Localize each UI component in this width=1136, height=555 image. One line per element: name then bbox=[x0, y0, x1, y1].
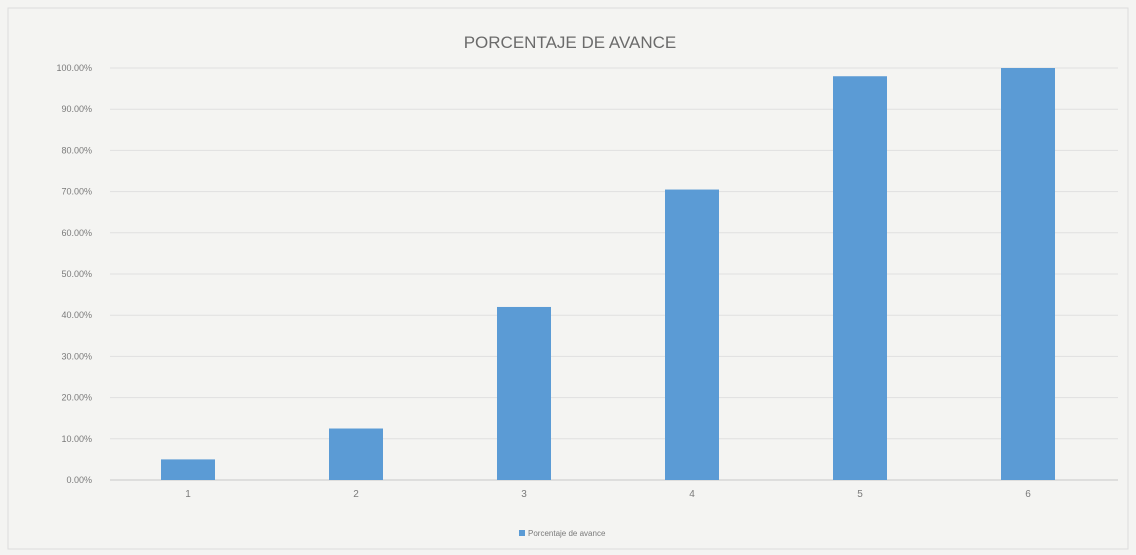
x-axis-tick-labels: 1 2 3 4 5 6 bbox=[185, 489, 1031, 500]
y-axis-tick-labels: 0.00% 10.00% 20.00% 30.00% 40.00% 50.00% 60.00… bbox=[56, 63, 92, 485]
bar bbox=[329, 428, 383, 480]
x-tick-label: 4 bbox=[689, 489, 695, 500]
x-tick-label: 2 bbox=[353, 489, 359, 500]
chart-title: PORCENTAJE DE AVANCE bbox=[464, 33, 677, 52]
legend: Porcentaje de avance bbox=[519, 529, 606, 538]
x-tick-label: 5 bbox=[857, 489, 863, 500]
bar bbox=[497, 306, 551, 480]
y-tick-label: 10.00% bbox=[61, 434, 92, 444]
y-tick-label: 0.00% bbox=[66, 475, 92, 485]
y-tick-label: 80.00% bbox=[61, 145, 92, 155]
chart-frame bbox=[7, 7, 1129, 550]
x-tick-label: 3 bbox=[521, 489, 527, 500]
y-tick-label: 20.00% bbox=[61, 393, 92, 403]
legend-label: Porcentaje de avance bbox=[528, 529, 606, 538]
y-tick-label: 70.00% bbox=[61, 187, 92, 197]
gridlines bbox=[110, 67, 1118, 481]
x-tick-label: 6 bbox=[1025, 489, 1031, 500]
bar bbox=[665, 189, 719, 481]
y-tick-label: 30.00% bbox=[61, 351, 92, 361]
bars bbox=[161, 68, 1055, 481]
y-tick-label: 100.00% bbox=[56, 63, 92, 73]
bar bbox=[161, 459, 215, 480]
y-tick-label: 50.00% bbox=[61, 269, 92, 279]
legend-swatch bbox=[519, 530, 525, 536]
y-tick-label: 60.00% bbox=[61, 228, 92, 238]
y-tick-label: 40.00% bbox=[61, 310, 92, 320]
bar bbox=[833, 76, 887, 481]
y-tick-label: 90.00% bbox=[61, 104, 92, 114]
bar bbox=[1001, 68, 1055, 480]
x-tick-label: 1 bbox=[185, 489, 191, 500]
